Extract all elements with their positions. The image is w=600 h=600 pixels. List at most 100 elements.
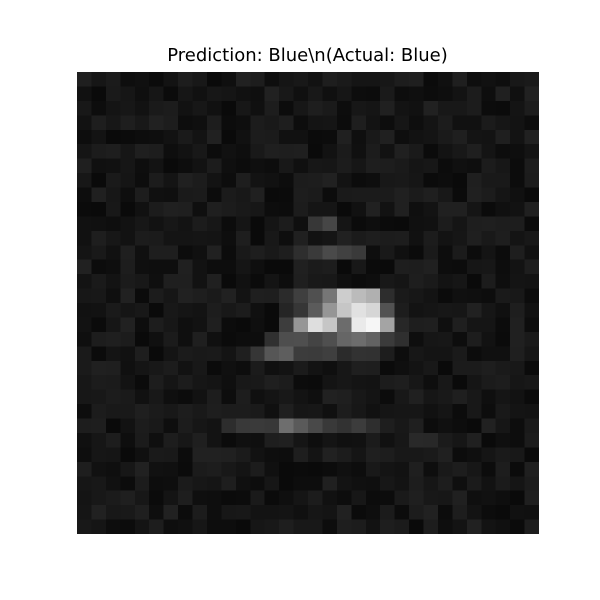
- heatmap-cell: [495, 303, 511, 319]
- heatmap-cell: [91, 144, 107, 160]
- heatmap-cell: [495, 201, 511, 217]
- heatmap-cell: [235, 187, 251, 203]
- heatmap-cell: [380, 115, 396, 131]
- heatmap-cell: [279, 303, 295, 319]
- heatmap-cell: [437, 461, 453, 477]
- heatmap-cell: [351, 404, 367, 420]
- heatmap-cell: [250, 317, 266, 333]
- heatmap-cell: [279, 461, 295, 477]
- heatmap-cell: [365, 158, 381, 174]
- heatmap-cell: [380, 490, 396, 506]
- heatmap-cell: [293, 418, 309, 434]
- heatmap-cell: [336, 389, 352, 405]
- heatmap-cell: [206, 303, 222, 319]
- heatmap-cell: [510, 505, 526, 521]
- heatmap-cell: [206, 245, 222, 261]
- heatmap-cell: [481, 158, 497, 174]
- heatmap-cell: [510, 259, 526, 275]
- heatmap-cell: [250, 389, 266, 405]
- heatmap-cell: [452, 317, 468, 333]
- heatmap-cell: [495, 173, 511, 189]
- heatmap-cell: [250, 418, 266, 434]
- heatmap-cell: [264, 158, 280, 174]
- heatmap-cell: [134, 505, 150, 521]
- heatmap-cell: [134, 245, 150, 261]
- heatmap-cell: [149, 245, 165, 261]
- heatmap-cell: [77, 447, 93, 463]
- heatmap-cell: [481, 288, 497, 304]
- heatmap-cell: [437, 201, 453, 217]
- heatmap-cell: [481, 201, 497, 217]
- heatmap-cell: [308, 490, 324, 506]
- heatmap-cell: [322, 432, 338, 448]
- heatmap-cell: [105, 274, 121, 290]
- heatmap-cell: [409, 317, 425, 333]
- heatmap-cell: [365, 144, 381, 160]
- heatmap-cell: [91, 259, 107, 275]
- heatmap-cell: [437, 476, 453, 492]
- heatmap-cell: [192, 360, 208, 376]
- heatmap-cell: [206, 331, 222, 347]
- heatmap-cell: [206, 115, 222, 131]
- heatmap-cell: [322, 404, 338, 420]
- heatmap-cell: [409, 476, 425, 492]
- heatmap-cell: [279, 360, 295, 376]
- heatmap-cell: [365, 331, 381, 347]
- heatmap-cell: [423, 201, 439, 217]
- heatmap-cell: [510, 331, 526, 347]
- heatmap-cell: [322, 230, 338, 246]
- heatmap-cell: [510, 158, 526, 174]
- heatmap-cell: [293, 115, 309, 131]
- heatmap-cell: [293, 158, 309, 174]
- heatmap-cell: [149, 432, 165, 448]
- heatmap-cell: [481, 245, 497, 261]
- heatmap-cell: [351, 447, 367, 463]
- heatmap-cell: [365, 216, 381, 232]
- heatmap-cell: [510, 201, 526, 217]
- heatmap-cell: [423, 144, 439, 160]
- heatmap-cell: [206, 158, 222, 174]
- heatmap-cell: [91, 129, 107, 145]
- heatmap-cell: [134, 346, 150, 362]
- heatmap-cell: [77, 288, 93, 304]
- heatmap-cell: [77, 432, 93, 448]
- heatmap-cell: [365, 288, 381, 304]
- heatmap-cell: [235, 346, 251, 362]
- heatmap-cell: [351, 187, 367, 203]
- heatmap-cell: [308, 389, 324, 405]
- heatmap-cell: [192, 490, 208, 506]
- heatmap-cell: [77, 331, 93, 347]
- heatmap-cell: [524, 216, 539, 232]
- heatmap-cell: [206, 432, 222, 448]
- heatmap-cell: [293, 230, 309, 246]
- heatmap-cell: [235, 216, 251, 232]
- heatmap-cell: [409, 288, 425, 304]
- heatmap-cell: [336, 418, 352, 434]
- heatmap-cell: [308, 144, 324, 160]
- heatmap-cell: [409, 274, 425, 290]
- heatmap-cell: [105, 288, 121, 304]
- heatmap-cell: [322, 288, 338, 304]
- heatmap-cell: [163, 158, 179, 174]
- heatmap-cell: [524, 115, 539, 131]
- heatmap-cell: [394, 490, 410, 506]
- heatmap-cell: [221, 375, 237, 391]
- heatmap-cell: [351, 317, 367, 333]
- heatmap-cell: [524, 447, 539, 463]
- heatmap-cell: [336, 331, 352, 347]
- heatmap-cell: [336, 505, 352, 521]
- heatmap-cell: [466, 389, 482, 405]
- heatmap-cell: [510, 129, 526, 145]
- heatmap-cell: [481, 100, 497, 116]
- heatmap-cell: [380, 201, 396, 217]
- heatmap-cell: [495, 216, 511, 232]
- heatmap-cell: [423, 86, 439, 102]
- heatmap-cell: [178, 447, 194, 463]
- heatmap-cell: [105, 418, 121, 434]
- heatmap-cell: [409, 461, 425, 477]
- heatmap-cell: [336, 230, 352, 246]
- heatmap-cell: [524, 274, 539, 290]
- heatmap-cell: [163, 490, 179, 506]
- heatmap-cell: [365, 432, 381, 448]
- heatmap-cell: [452, 288, 468, 304]
